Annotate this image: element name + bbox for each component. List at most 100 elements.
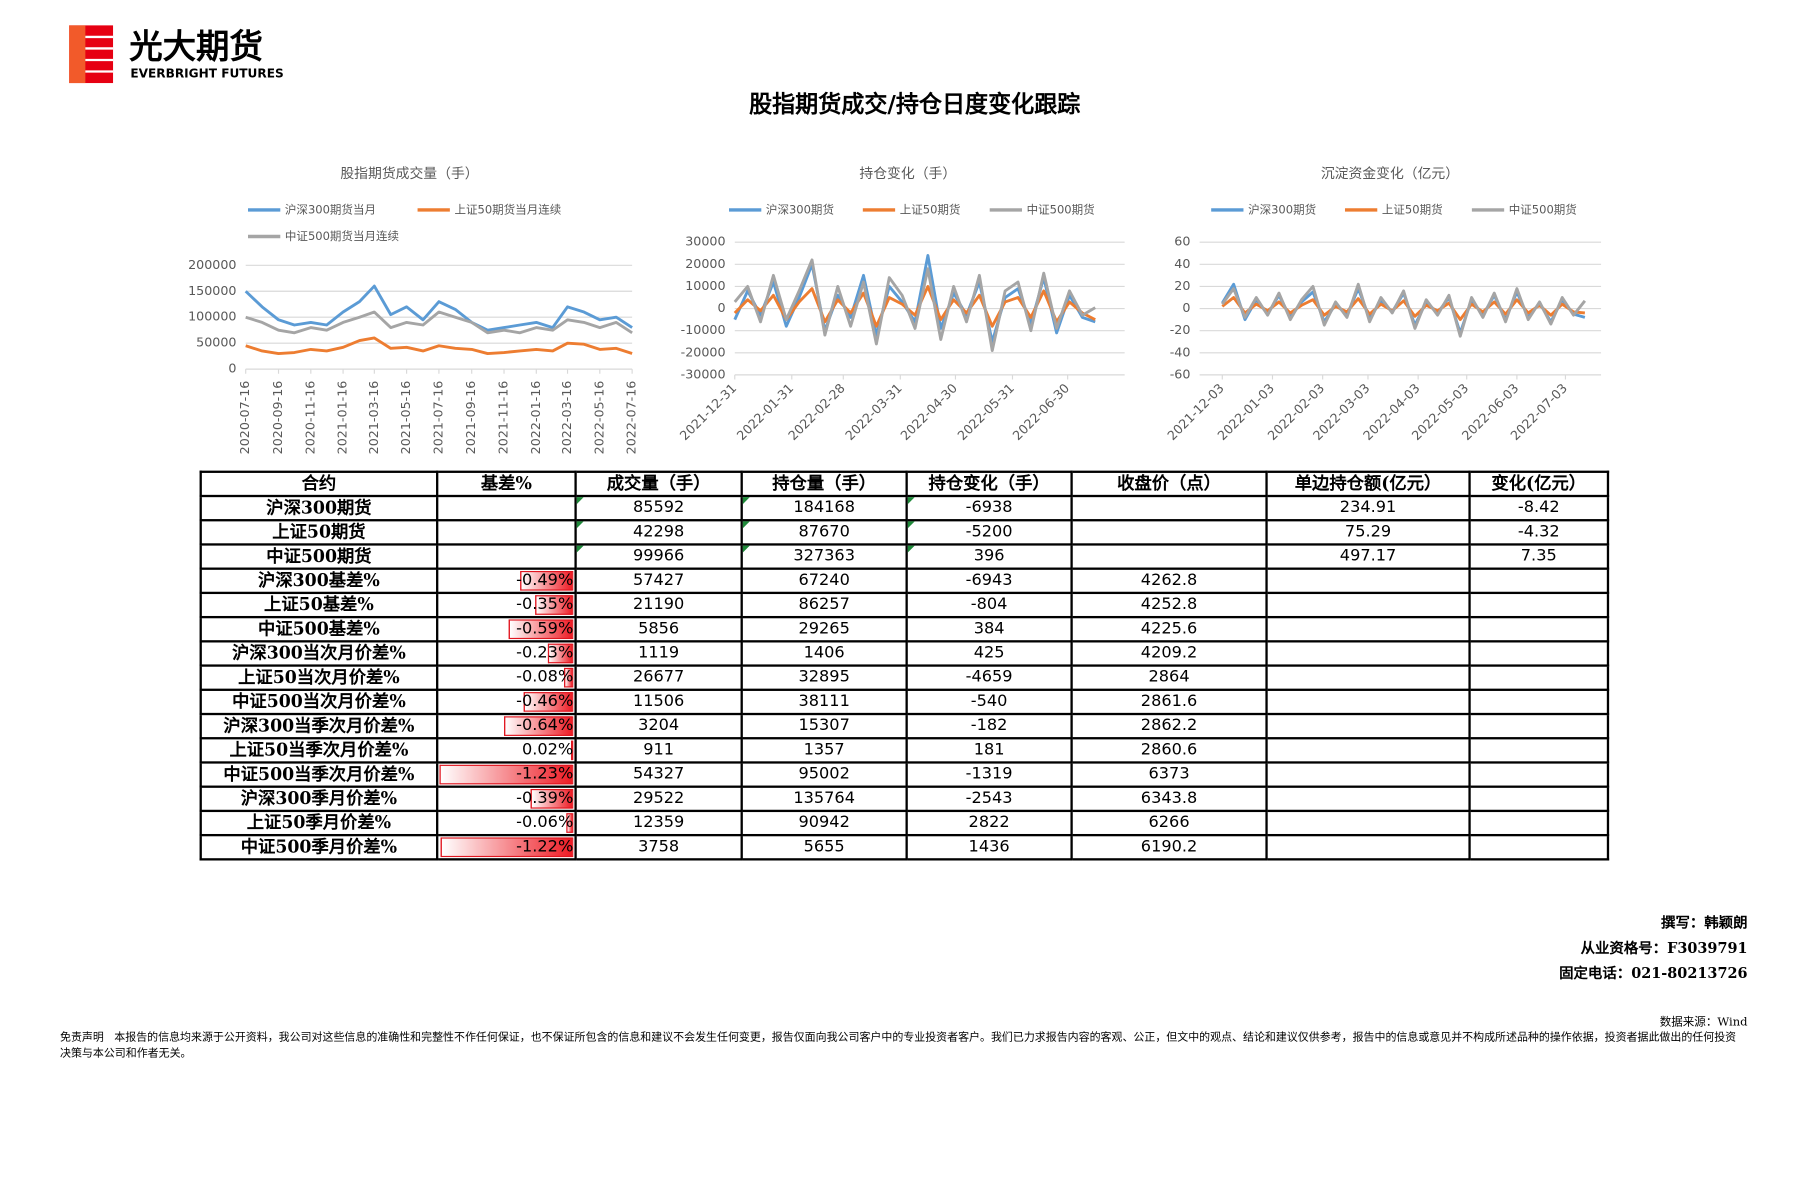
data-bar bbox=[519, 570, 574, 591]
cell: 95002 bbox=[740, 761, 908, 788]
cell: -804 bbox=[905, 591, 1073, 619]
legend-label: 中证500期货当月连续 bbox=[285, 229, 400, 243]
basis-cell: -0.39% bbox=[436, 785, 577, 813]
table-row: 中证500季月价差% -1.22% 3758 5655 1436 6190.2 bbox=[199, 833, 1610, 861]
column-header: 合约 bbox=[199, 470, 439, 498]
row-label: 中证500季月价差% bbox=[199, 833, 439, 861]
empty-cell bbox=[1468, 567, 1610, 595]
y-tick-label: -20000 bbox=[681, 344, 726, 359]
cell: 54327 bbox=[574, 761, 743, 788]
cell: 4225.6 bbox=[1070, 615, 1268, 643]
empty-cell bbox=[1468, 761, 1610, 788]
data-bar bbox=[523, 692, 574, 712]
basis-label: -0.08% bbox=[516, 667, 574, 687]
brand: 光大期货 bbox=[129, 27, 263, 66]
data-bar bbox=[509, 619, 574, 640]
cell: 6373 bbox=[1070, 761, 1268, 788]
disclaimer-text: 本报告的信息均来源于公开资料，我公司对这些信息的准确性和完整性不作任何保证，也不… bbox=[59, 1031, 1737, 1061]
cell: 327363 bbox=[740, 543, 908, 570]
cell: 2862.2 bbox=[1070, 712, 1268, 740]
cell: 184168 bbox=[740, 494, 908, 522]
y-tick-label: 20000 bbox=[685, 256, 725, 271]
table-row: 上证50期货 42298 87670 -5200 75.29 -4.32 bbox=[199, 519, 1610, 546]
row-label: 沪深300当季次月价差% bbox=[199, 712, 439, 740]
basis-label: -0.46% bbox=[516, 692, 574, 711]
data-bar bbox=[530, 788, 574, 809]
data-bar bbox=[503, 716, 574, 736]
column-header: 变化(亿元） bbox=[1468, 470, 1610, 498]
author: 撰写：韩颖朗 bbox=[1661, 913, 1748, 931]
empty-cell bbox=[1468, 785, 1610, 813]
cell: 42298 bbox=[574, 519, 743, 546]
empty-cell bbox=[1070, 494, 1268, 522]
basis-cell: -1.23% bbox=[436, 761, 577, 788]
series-line bbox=[245, 336, 633, 355]
cell: 425 bbox=[905, 640, 1073, 667]
empty-cell bbox=[436, 494, 577, 522]
table-row: 中证500当季次月价差% -1.23% 54327 95002 -1319 6373 bbox=[199, 761, 1610, 788]
basis-label: -0.49% bbox=[516, 570, 574, 590]
x-tick-label: 2021-05-16 bbox=[398, 381, 413, 455]
empty-cell bbox=[1468, 664, 1610, 691]
cell: -182 bbox=[905, 712, 1073, 740]
cell: 2864 bbox=[1070, 664, 1268, 691]
row-label: 中证500基差% bbox=[199, 615, 439, 643]
column-header: 成交量（手） bbox=[574, 470, 743, 498]
cell: -4.32 bbox=[1468, 519, 1610, 546]
basis-cell: -0.46% bbox=[436, 688, 577, 716]
x-tick-label: 2022-05-16 bbox=[591, 381, 606, 455]
empty-cell bbox=[436, 543, 577, 570]
x-tick-label: 2021-11-16 bbox=[496, 381, 511, 455]
x-tick-label: 2020-11-16 bbox=[302, 381, 317, 455]
x-tick-label: 2021-12-31 bbox=[677, 380, 740, 443]
table-row: 中证500当次月价差% -0.46% 11506 38111 -540 2861.6 bbox=[199, 688, 1610, 716]
cell: 4209.2 bbox=[1070, 640, 1268, 667]
empty-cell bbox=[1265, 785, 1471, 813]
x-tick-label: 2022-01-16 bbox=[528, 381, 543, 455]
empty-cell bbox=[1265, 737, 1471, 764]
row-label: 沪深300基差% bbox=[199, 567, 439, 595]
cell: 75.29 bbox=[1265, 519, 1471, 546]
y-tick-label: -30000 bbox=[681, 366, 726, 381]
row-label: 上证50基差% bbox=[199, 591, 439, 619]
cell: 181 bbox=[905, 737, 1073, 764]
table-row: 沪深300季月价差% -0.39% 29522 135764 -2543 6343.8 bbox=[199, 785, 1610, 813]
empty-cell bbox=[1468, 615, 1610, 643]
basis-label: -0.06% bbox=[516, 813, 574, 832]
data-table: 合约 基差% 成交量（手） 持仓量（手） 持仓变化（手） 收盘价（点） 单边持仓额(亿元）变… bbox=[199, 470, 1610, 861]
legend-label: 中证500期货 bbox=[1027, 202, 1095, 216]
y-tick-label: 0 bbox=[1182, 300, 1190, 315]
data-bar bbox=[564, 667, 574, 688]
empty-cell bbox=[1468, 737, 1610, 764]
cell: 29522 bbox=[574, 785, 743, 813]
y-tick-label: -40 bbox=[1170, 344, 1191, 359]
table-row: 上证50当次月价差% -0.08% 26677 32895 -4659 2864 bbox=[199, 664, 1610, 691]
basis-cell: -0.23% bbox=[436, 640, 577, 667]
basis-cell: -0.08% bbox=[436, 664, 577, 691]
empty-cell bbox=[1265, 640, 1471, 667]
basis-label: -1.22% bbox=[516, 837, 574, 856]
x-tick-label: 2021-03-16 bbox=[366, 381, 381, 455]
cell: 2822 bbox=[905, 809, 1073, 837]
table-row: 沪深300当季次月价差% -0.64% 3204 15307 -182 2862.2 bbox=[199, 712, 1610, 740]
empty-cell bbox=[1468, 688, 1610, 716]
cell: 234.91 bbox=[1265, 494, 1471, 522]
cell: -540 bbox=[905, 688, 1073, 716]
cell: 1357 bbox=[740, 737, 908, 764]
legend-label: 沪深300期货 bbox=[1248, 202, 1316, 216]
empty-cell bbox=[1468, 809, 1610, 837]
row-label: 沪深300当次月价差% bbox=[199, 640, 439, 667]
brand-en: EVERBRIGHT FUTURES bbox=[130, 66, 283, 80]
x-tick-label: 2021-07-16 bbox=[430, 381, 445, 455]
empty-cell bbox=[1265, 688, 1471, 716]
empty-cell bbox=[1265, 615, 1471, 643]
legend-label: 上证50期货当月连续 bbox=[454, 202, 561, 216]
chart-title: 持仓变化（手） bbox=[859, 166, 956, 182]
y-tick-label: 30000 bbox=[685, 234, 725, 249]
empty-cell bbox=[1265, 761, 1471, 788]
x-tick-label: 2022-04-30 bbox=[897, 380, 960, 443]
y-tick-label: -60 bbox=[1170, 366, 1191, 381]
row-label: 中证500当次月价差% bbox=[199, 688, 439, 716]
basis-label: -0.64% bbox=[516, 716, 574, 735]
empty-cell bbox=[1265, 591, 1471, 619]
